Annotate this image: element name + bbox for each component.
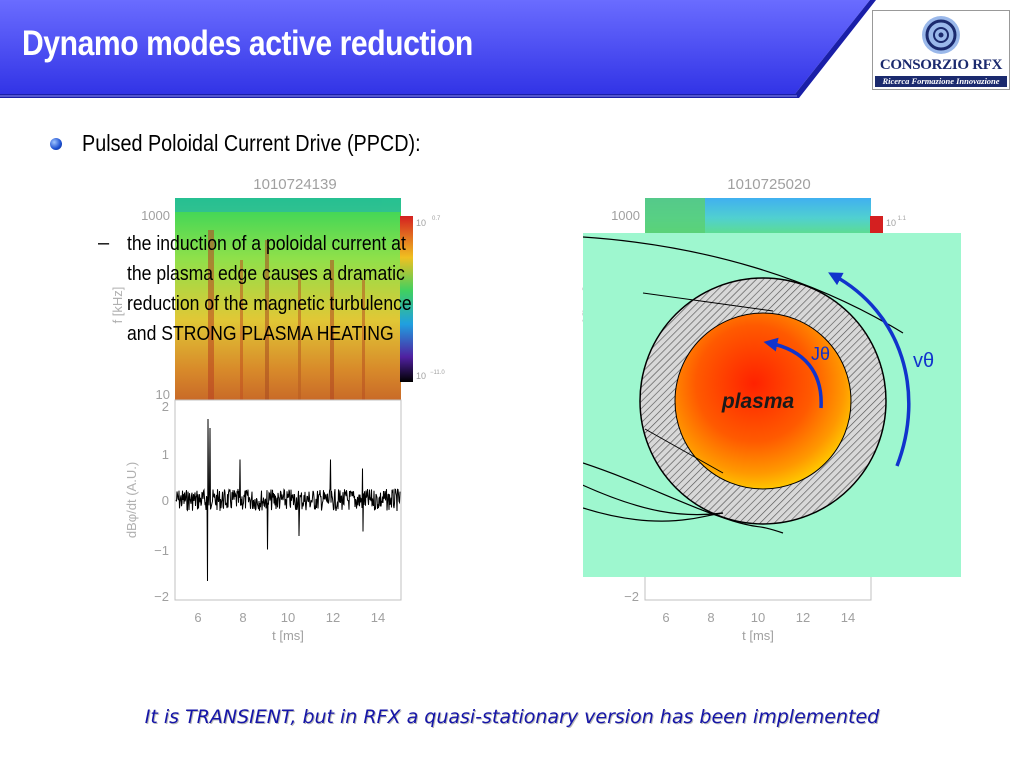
left-spec-ylabel: f [kHz]	[110, 287, 125, 324]
left-colorbar-top-exp: 0.7	[432, 216, 441, 222]
left-trace-ylabel: dBφ/dt (A.U.)	[124, 462, 139, 538]
left-colorbar-top: 10	[416, 218, 426, 228]
right-trace-xtick: 10	[751, 610, 765, 625]
right-shot-number: 1010725020	[727, 176, 810, 193]
right-colorbar	[870, 216, 883, 236]
poloidal-current-arrow	[763, 337, 823, 409]
right-trace-xtick: 8	[707, 610, 714, 625]
header-bar	[0, 0, 876, 98]
left-trace-ytick: 0	[162, 493, 169, 508]
left-shot-number: 1010724139	[253, 176, 336, 193]
right-trace-xtick: 6	[662, 610, 669, 625]
right-trace-xtick: 14	[841, 610, 855, 625]
bullet-text: Pulsed Poloidal Current Drive (PPCD):	[82, 130, 421, 156]
left-colorbar-bottom: 10	[416, 371, 426, 381]
field-line	[583, 507, 724, 522]
bullet-icon	[50, 138, 62, 150]
field-line	[583, 236, 904, 334]
left-colorbar	[400, 216, 413, 382]
current-label: Jθ	[811, 344, 830, 364]
field-line	[644, 428, 724, 474]
left-trace-ytick: −1	[154, 543, 169, 558]
left-trace-ytick: −2	[154, 589, 169, 604]
right-colorbar-top-exp: 1.1	[898, 216, 907, 222]
left-trace-xtick: 8	[239, 610, 246, 625]
sub-bullet-dash: –	[98, 232, 110, 254]
right-trace-ytick: −2	[624, 589, 639, 604]
right-trace-xtick: 12	[796, 610, 810, 625]
left-trace-xlabel: t [ms]	[272, 628, 304, 643]
left-plot: 1010724139 1000 10 f [kHz] 10 0.7 10 −11…	[110, 176, 445, 643]
left-trace-frame	[174, 399, 402, 601]
right-trace-xlabel: t [ms]	[742, 628, 774, 643]
sub-bullet-line: reduction of the magnetic turbulence	[127, 293, 412, 315]
left-trace-signal	[175, 418, 401, 582]
field-line	[583, 484, 724, 516]
sub-bullet-line: and STRONG PLASMA HEATING	[127, 323, 394, 345]
left-spec-y-bottom-tick: 10	[156, 387, 170, 402]
left-trace-ytick: 1	[162, 447, 169, 462]
left-trace-xtick: 14	[371, 610, 385, 625]
consorzio-rfx-logo: CONSORZIO RFX Ricerca Formazione Innovaz…	[872, 10, 1010, 90]
plasma-core	[674, 312, 852, 490]
left-trace-xtick: 6	[194, 610, 201, 625]
right-plot: 1010725020 1000 f [kHz] 10 1.1 −2 6 8 10…	[580, 176, 907, 643]
left-trace-xtick: 10	[281, 610, 295, 625]
sub-bullet-line: the plasma edge causes a dramatic	[127, 263, 405, 285]
velocity-arrow	[828, 272, 911, 467]
logo-name: CONSORZIO RFX	[879, 57, 1003, 73]
plasma-cross-section-diagram: plasma Jθ vθ	[583, 233, 961, 577]
left-colorbar-bottom-exp: −11.0	[430, 370, 445, 376]
logo-emblem-icon	[922, 16, 960, 54]
velocity-label: vθ	[913, 350, 934, 372]
field-line	[642, 292, 774, 312]
left-trace-xtick: 12	[326, 610, 340, 625]
logo-tagline: Ricerca Formazione Innovazione	[875, 76, 1007, 87]
slide-title: Dynamo modes active reduction	[22, 24, 473, 63]
right-spec-y-top-tick: 1000	[611, 208, 640, 223]
footer-note: It is TRANSIENT, but in RFX a quasi-stat…	[144, 706, 880, 728]
field-line	[583, 462, 784, 534]
plasma-label: plasma	[721, 390, 795, 413]
left-trace-ytick: 2	[162, 399, 169, 414]
sub-bullet-line: the induction of a poloidal current at	[127, 233, 406, 255]
left-spectrogram-streaks	[175, 198, 401, 400]
left-spec-y-top-tick: 1000	[141, 208, 170, 223]
right-colorbar-top: 10	[886, 218, 896, 228]
